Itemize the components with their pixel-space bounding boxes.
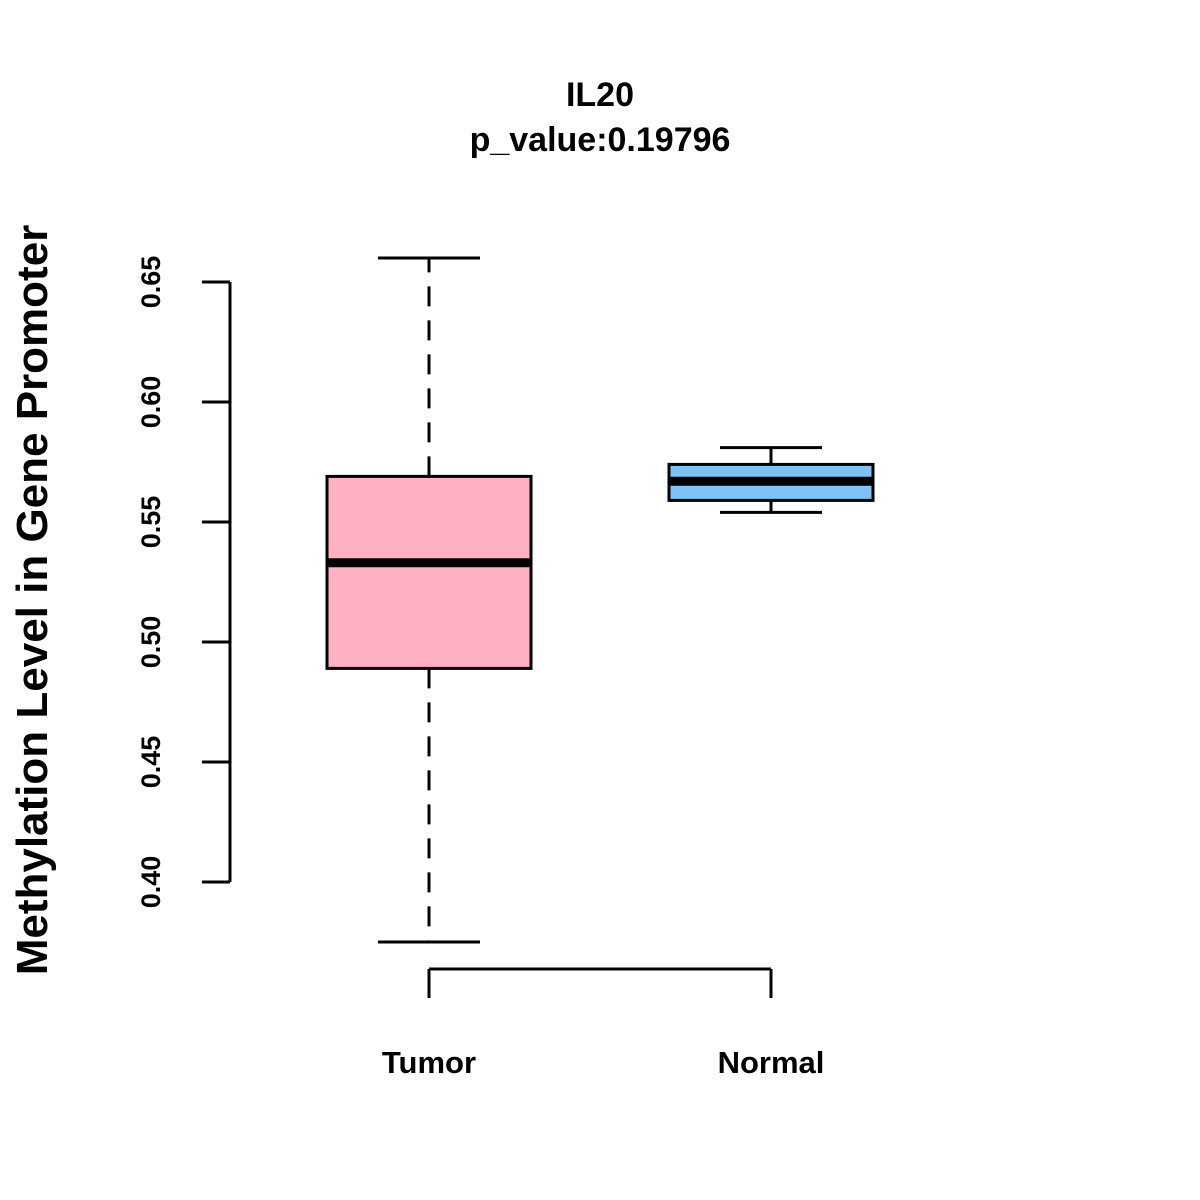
box-series [325,256,875,944]
y-axis: 0.40 0.45 0.50 0.55 0.60 0.65 [136,256,232,909]
x-tick-label-normal: Normal [718,1045,825,1080]
x-axis: Tumor Normal [382,967,825,1080]
chart-subtitle: p_value:0.19796 [470,121,731,159]
box-iqr [325,474,533,670]
box-normal [667,446,875,514]
chart-title: IL20 [566,76,634,114]
y-tick-label: 0.40 [136,856,166,909]
y-tick-label: 0.45 [136,736,166,789]
y-tick-label: 0.65 [136,256,166,309]
y-axis-label: Methylation Level in Gene Promoter [8,225,57,976]
y-tick-label: 0.55 [136,496,166,549]
x-tick-label-tumor: Tumor [382,1045,476,1080]
box-tumor [325,256,533,944]
y-tick-label: 0.50 [136,616,166,669]
y-tick-label: 0.60 [136,376,166,429]
